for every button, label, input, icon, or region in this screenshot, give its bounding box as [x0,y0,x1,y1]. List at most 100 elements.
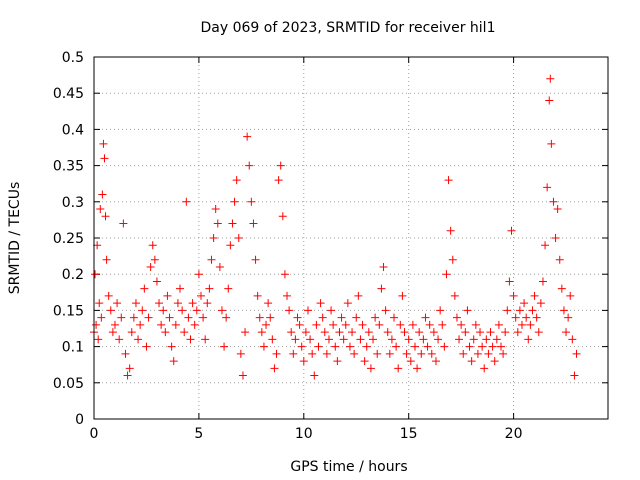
data-point [549,197,558,206]
data-point [268,335,277,344]
data-point [318,313,327,322]
data-point [226,241,235,250]
data-point [186,335,195,344]
data-point [310,371,319,380]
data-point [497,342,506,351]
data-point [209,234,218,242]
data-point [465,342,474,351]
data-point [291,335,300,344]
data-point [207,255,216,264]
data-point [450,291,459,300]
data-point [499,349,508,358]
data-point [117,313,126,322]
data-point [446,226,455,235]
data-point [316,299,325,308]
data-point [555,255,564,264]
data-point [96,205,105,214]
data-point [404,335,413,344]
data-point [245,161,254,170]
data-point [167,342,176,351]
data-point [247,197,256,206]
data-point [492,335,501,344]
data-point [280,270,289,279]
data-point [570,371,579,380]
data-point [379,262,388,271]
data-point [503,306,512,315]
data-point [528,306,537,315]
data-point [312,320,321,329]
data-point [431,357,440,366]
data-point [199,313,208,322]
data-point [335,328,344,337]
data-point [415,328,424,337]
data-point [322,349,331,358]
data-point [425,320,434,329]
data-point [362,342,371,351]
data-point [161,328,170,337]
data-point [194,270,203,279]
data-point [324,335,333,344]
data-point [222,313,231,322]
data-point [188,299,197,308]
x-tick-labels: 0 5 10 15 20 [90,426,523,442]
data-point [264,299,273,308]
data-point [507,226,516,235]
data-point [192,306,201,315]
data-point [419,335,428,344]
data-point [314,342,323,351]
data-point [173,299,182,308]
data-point [566,291,575,300]
data-point [459,349,468,358]
data-point [398,291,407,300]
data-point [262,320,271,329]
data-point [564,313,573,322]
data-point [547,139,556,148]
data-point [423,342,432,351]
data-point [308,349,317,358]
data-point [190,320,199,329]
data-point [524,335,533,344]
data-point [257,328,266,337]
data-point [469,335,478,344]
data-point [102,255,111,264]
data-point [127,328,136,337]
data-point [511,313,520,322]
data-point [408,320,417,329]
data-point [442,270,451,279]
data-point [293,313,302,322]
data-point [228,219,237,228]
data-point [285,306,294,315]
data-point [176,284,185,293]
data-point [146,262,155,271]
data-point [110,320,119,329]
data-point [196,291,205,300]
data-point [406,357,415,366]
data-point [339,335,348,344]
data-point [452,313,461,322]
data-point [377,284,386,293]
data-point [259,342,268,351]
data-point [180,328,189,337]
data-point [329,320,338,329]
data-point [473,349,482,358]
data-point [448,255,457,264]
data-point [144,313,153,322]
data-point [444,176,453,185]
data-point [526,320,535,329]
data-point [123,371,132,380]
data-point [119,219,128,228]
data-point [530,291,539,300]
data-point [138,306,147,315]
data-point [217,306,226,315]
data-point [522,313,531,322]
data-point [99,139,108,148]
y-tick-label: 0.5 [62,50,84,66]
data-point [517,320,526,329]
data-point [488,342,497,351]
data-point [220,342,229,351]
data-point [148,241,157,250]
data-point [283,291,292,300]
data-point [165,313,174,322]
data-point [381,306,390,315]
data-point [134,335,143,344]
